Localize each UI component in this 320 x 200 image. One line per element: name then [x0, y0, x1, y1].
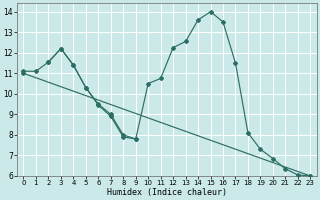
- X-axis label: Humidex (Indice chaleur): Humidex (Indice chaleur): [107, 188, 227, 197]
